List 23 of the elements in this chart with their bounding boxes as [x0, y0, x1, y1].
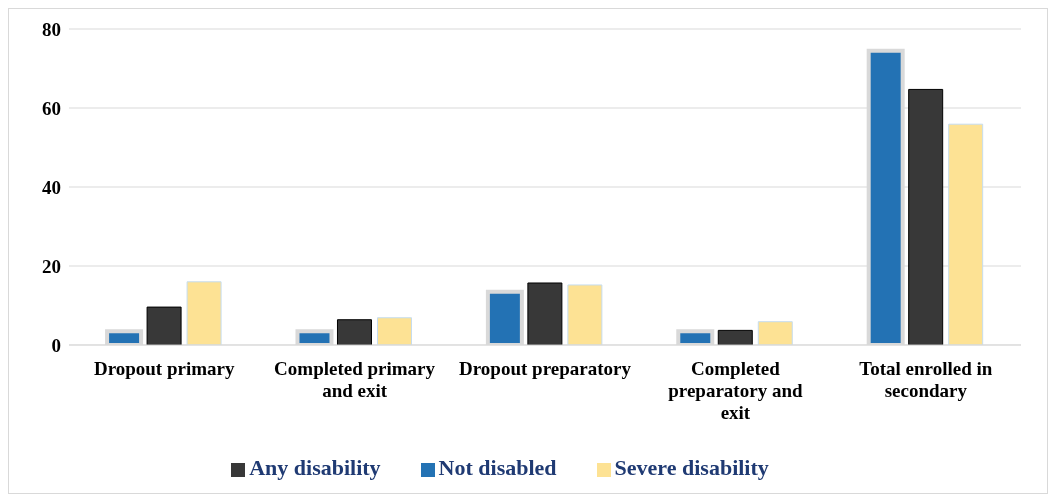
x-tick-label: Completed primary and exit: [274, 358, 436, 401]
x-tick-label: Completed preparatory and exit: [668, 358, 803, 423]
bar: [527, 282, 563, 345]
bar: [186, 281, 222, 345]
bar: [146, 306, 182, 345]
y-tick-label: 80: [42, 18, 61, 40]
legend-label: Severe disability: [614, 455, 769, 480]
x-tick-label: Dropout preparatory: [459, 358, 632, 379]
bar: [336, 319, 372, 345]
y-tick-label: 60: [42, 97, 61, 119]
bar: [757, 321, 793, 345]
y-tick-label: 0: [51, 334, 61, 356]
legend-label: Any disability: [249, 455, 381, 480]
y-tick-label: 20: [42, 255, 61, 277]
legend-label: Not disabled: [438, 455, 557, 480]
bar: [376, 317, 412, 345]
x-tick-label: Dropout primary: [93, 358, 235, 379]
bar: [717, 329, 753, 345]
x-tick-label: Total enrolled in secondary: [859, 358, 993, 401]
y-tick-label: 40: [42, 176, 61, 198]
bar: [567, 284, 603, 345]
bar: [908, 88, 944, 345]
bar: [948, 123, 984, 345]
